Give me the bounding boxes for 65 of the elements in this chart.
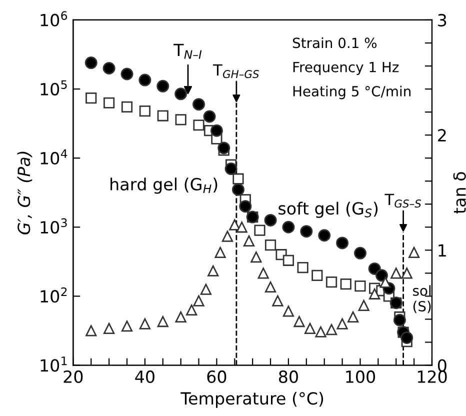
point (86, 92, 97, 104)
annotation: sol (S) (413, 285, 431, 314)
point (393, 314, 406, 326)
annotation: soft gel (G$_{S}$) (278, 202, 378, 218)
point (102, 62, 116, 74)
y-tick-label: 10$^{2}$ (40, 287, 67, 303)
y-tick-label: 10$^{6}$ (40, 11, 68, 26)
point (193, 120, 204, 131)
annotation: Heating 5 °C/min (293, 86, 410, 100)
annotation: T$_{N–I}$ (174, 44, 202, 59)
point (282, 220, 295, 234)
point (354, 246, 366, 260)
point (210, 124, 223, 137)
point (354, 280, 366, 292)
y2-tick-label: 3 (438, 14, 446, 27)
point (156, 80, 170, 92)
point (84, 56, 98, 70)
point (312, 270, 323, 281)
point (218, 142, 230, 154)
y2-axis-title: tan δ (453, 172, 466, 214)
point (139, 105, 150, 117)
x-tick-label: 40 (135, 370, 154, 384)
point (120, 68, 134, 80)
x-tick-label: 60 (207, 370, 226, 384)
point (175, 114, 186, 126)
y-tick-label: 10$^{4}$ (40, 149, 68, 165)
x-tick-label: 120 (418, 370, 447, 384)
x-tick-label: 80 (278, 370, 298, 384)
point (340, 278, 352, 290)
point (264, 214, 277, 226)
ref-line-label: T$_{GS–S}$ (384, 194, 422, 208)
y2-tick-label: 2 (438, 129, 446, 142)
point (282, 254, 294, 266)
point (138, 74, 152, 86)
y-axis-title: G′, G″ (Pa) (17, 152, 32, 234)
point (239, 200, 252, 213)
point (103, 97, 115, 108)
y-tick-label: 10$^{3}$ (40, 218, 67, 234)
point (121, 101, 133, 113)
point (232, 183, 244, 196)
point (157, 110, 168, 122)
point (224, 162, 238, 176)
point (326, 276, 338, 288)
point (336, 236, 349, 250)
x-tick-label: 20 (64, 370, 83, 384)
point (232, 173, 244, 184)
point (192, 98, 205, 111)
x-axis-title: Temperature (°C) (180, 392, 324, 408)
point (203, 110, 216, 123)
point (400, 332, 414, 344)
annotation: Frequency 1 Hz (293, 62, 399, 76)
y-tick-label: 10$^{5}$ (40, 80, 67, 96)
y2-tick-label: 1 (438, 244, 446, 256)
ref-line-label: T$_{GH–GS}$ (213, 64, 259, 78)
point (300, 225, 313, 238)
point (264, 240, 276, 251)
x-tick-label: 100 (346, 370, 376, 384)
point (174, 88, 188, 100)
point (254, 224, 266, 236)
point (375, 269, 388, 282)
annotation: Strain 0.1 % (292, 37, 377, 48)
point (318, 229, 331, 242)
annotation: hard gel (G$_{H}$) (110, 178, 218, 194)
point (297, 262, 308, 274)
y-tick-label: 10$^{1}$ (40, 356, 67, 372)
